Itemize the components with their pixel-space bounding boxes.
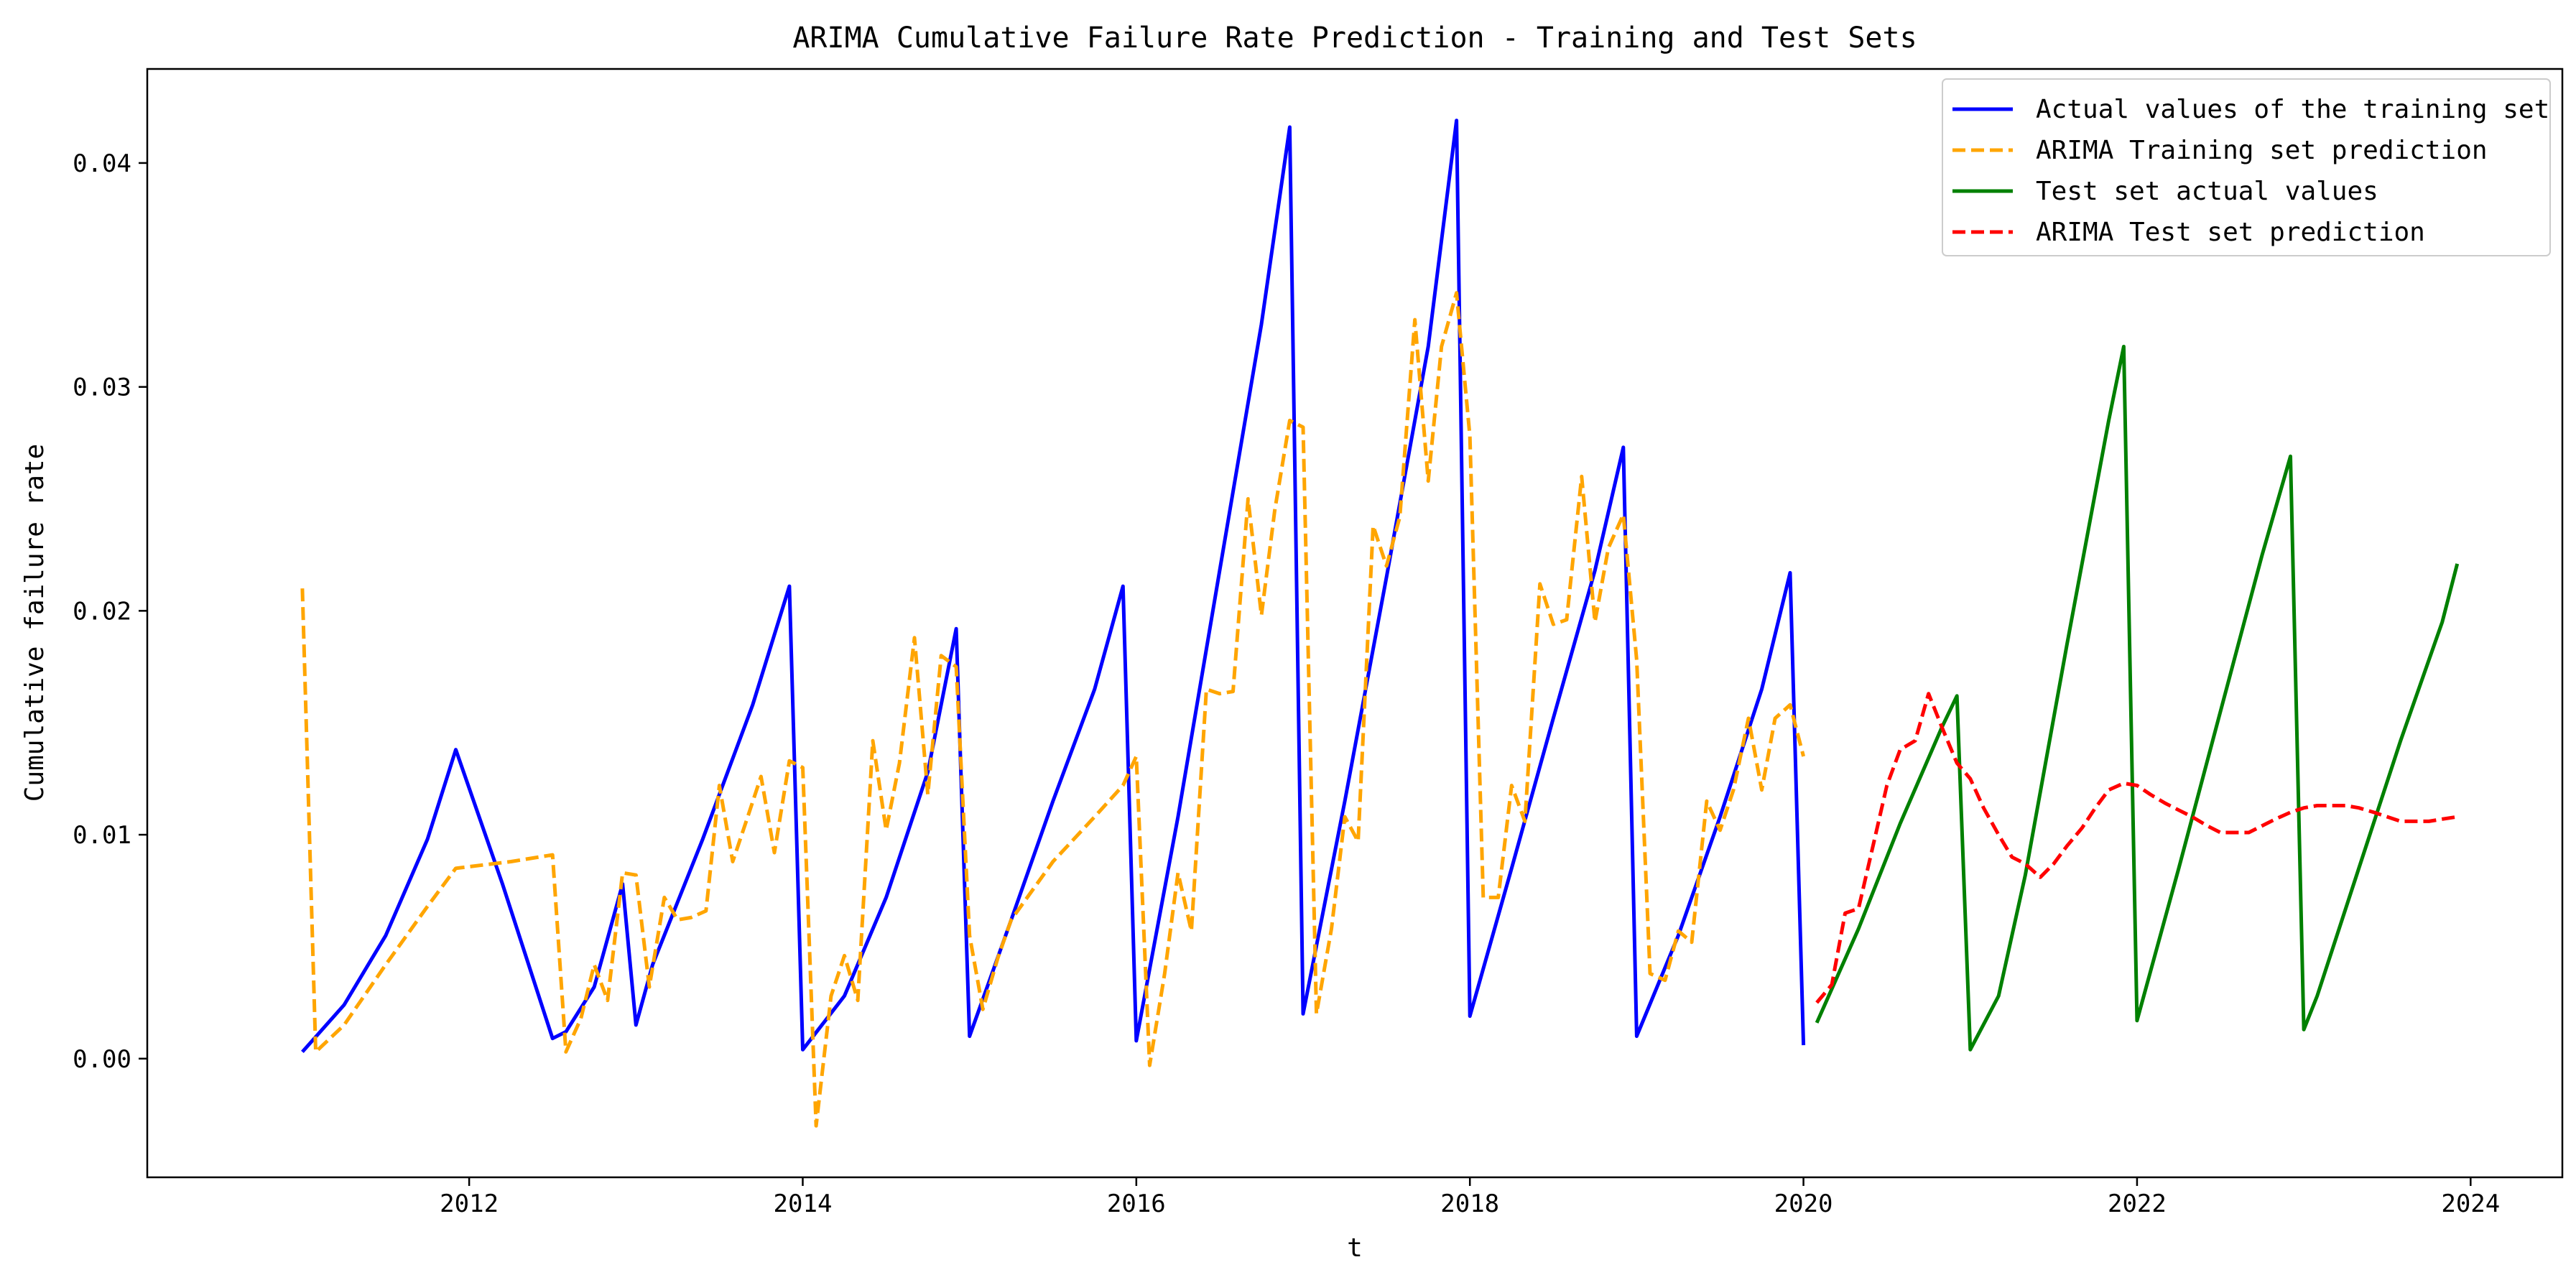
x-tick-label: 2012 — [440, 1190, 499, 1218]
axes: 2012 2014 2016 2018 2020 2022 2024 0.00 0.01 0.02… — [73, 149, 2500, 1218]
x-axis-label: t — [1347, 1233, 1363, 1263]
plot-area — [300, 119, 2460, 1128]
legend-label: ARIMA Test set prediction — [2036, 218, 2425, 247]
x-tick-label: 2016 — [1107, 1190, 1166, 1218]
series-line-3 — [1815, 345, 2460, 1052]
legend-label: Actual values of the training set — [2036, 95, 2549, 124]
x-tick-label: 2020 — [1774, 1190, 1833, 1218]
series-line-2 — [300, 291, 1806, 1128]
x-tick-label: 2022 — [2108, 1190, 2167, 1218]
y-tick-label: 0.01 — [73, 821, 131, 850]
x-tick-label: 2014 — [774, 1190, 833, 1218]
y-tick-label: 0.00 — [73, 1045, 131, 1074]
legend-box — [1942, 78, 2551, 256]
legend-label: ARIMA Training set prediction — [2036, 136, 2488, 165]
chart-title: ARIMA Cumulative Failure Rate Prediction… — [792, 22, 1917, 55]
series-line-4 — [1815, 692, 2458, 1004]
y-axis-label: Cumulative failure rate — [20, 444, 50, 802]
legend: Actual values of the training set ARIMA T… — [1942, 78, 2551, 256]
y-tick-label: 0.04 — [73, 149, 131, 178]
y-tick-label: 0.03 — [73, 374, 131, 402]
x-tick-label: 2024 — [2441, 1190, 2500, 1218]
y-tick-label: 0.02 — [73, 597, 131, 626]
legend-label: Test set actual values — [2036, 177, 2378, 206]
plot-frame — [146, 68, 2564, 1179]
series-line-1 — [301, 119, 1806, 1054]
x-tick-label: 2018 — [1440, 1190, 1499, 1218]
